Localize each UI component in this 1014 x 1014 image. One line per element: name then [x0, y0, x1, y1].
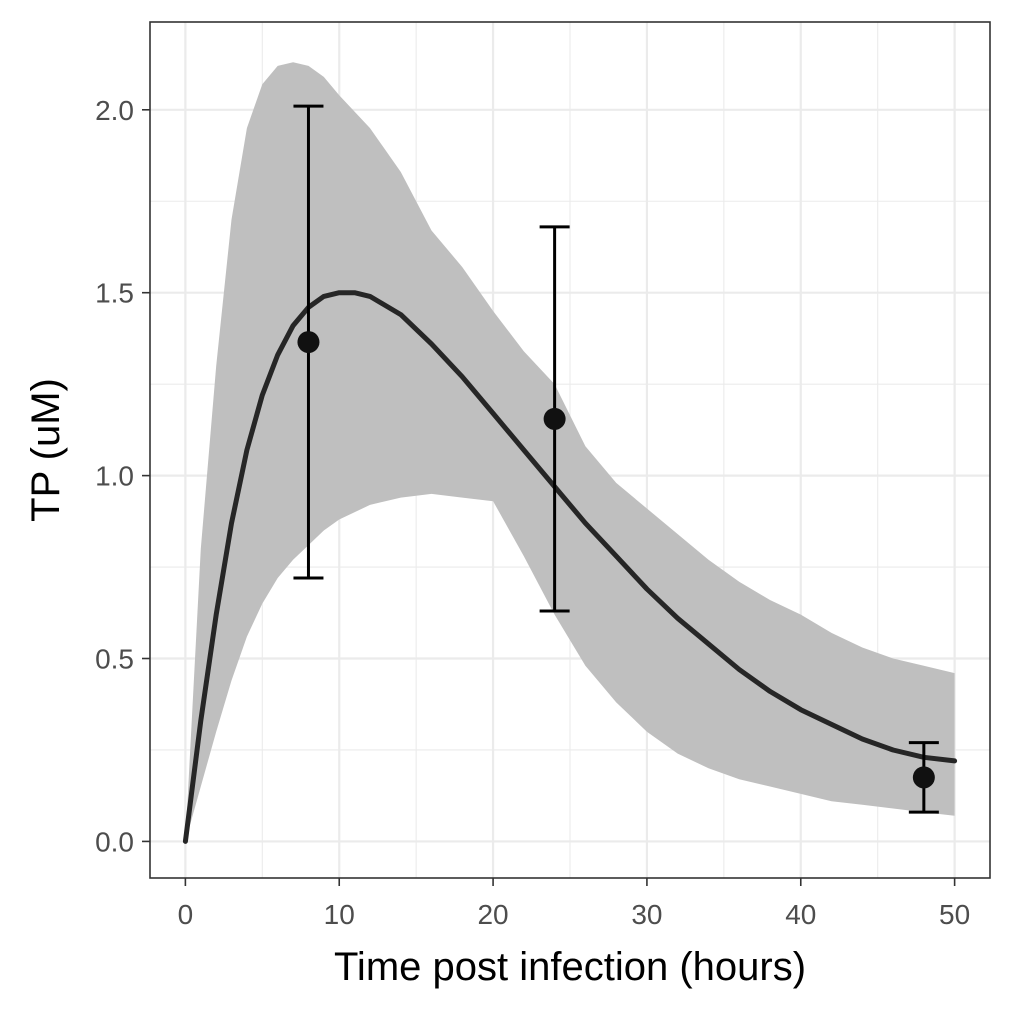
y-tick-label: 0.0	[95, 826, 134, 857]
fit-line-layer	[182, 290, 958, 844]
data-point	[297, 331, 320, 354]
fit-line	[182, 290, 958, 844]
x-axis-title: Time post infection (hours)	[334, 945, 806, 989]
y-tick-label: 2.0	[95, 95, 134, 126]
y-tick-label: 1.0	[95, 461, 134, 492]
y-axis-title: TP (uM)	[24, 378, 68, 522]
axis-ticks	[142, 108, 956, 886]
x-tick-labels: 0 10 20 30 40 50	[178, 899, 971, 930]
y-tick-label: 0.5	[95, 644, 134, 675]
data-points	[297, 331, 935, 789]
data-point	[912, 766, 935, 789]
y-tick-label: 1.5	[95, 278, 134, 309]
x-tick-label: 20	[477, 899, 508, 930]
x-tick-label: 10	[324, 899, 355, 930]
confidence-ribbon	[185, 62, 955, 842]
x-tick-label: 0	[178, 899, 194, 930]
x-tick-label: 50	[939, 899, 970, 930]
x-tick-label: 30	[631, 899, 662, 930]
confidence-ribbon-layer	[185, 62, 955, 842]
x-tick-label: 40	[785, 899, 816, 930]
y-tick-labels: 0.0 0.5 1.0 1.5 2.0	[95, 95, 134, 858]
panel-border	[149, 21, 991, 879]
data-point	[543, 407, 566, 430]
